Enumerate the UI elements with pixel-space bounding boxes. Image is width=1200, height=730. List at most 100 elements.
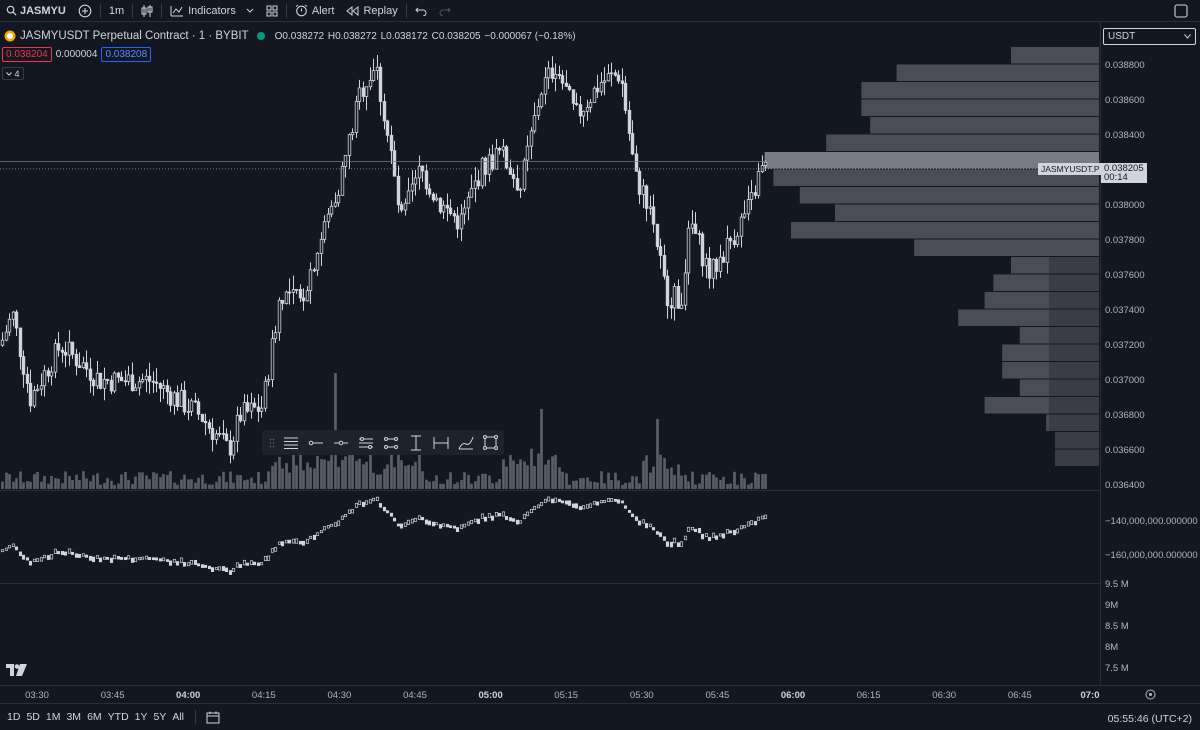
candle-body: [448, 207, 453, 214]
range-button-all[interactable]: All: [172, 711, 185, 723]
volume-bar: [341, 460, 344, 489]
range-button-1m[interactable]: 1M: [45, 711, 61, 723]
volume-bar: [246, 479, 249, 489]
clock-timezone[interactable]: 05:55:46 (UTC+2): [1107, 713, 1192, 725]
symbol-title: JASMYUSDT Perpetual Contract · 1 · BYBIT: [20, 30, 249, 42]
oscillator-bar: [116, 556, 121, 560]
price-scale[interactable]: [1100, 22, 1200, 685]
symbol-search-button[interactable]: JASMYU: [0, 0, 72, 22]
oscillator-bar: [452, 525, 457, 529]
redo-icon: [439, 6, 451, 16]
undo-button[interactable]: [409, 0, 433, 22]
candle-body: [602, 80, 607, 83]
candle-body: [158, 382, 163, 389]
candle-body: [21, 356, 26, 375]
candle-body: [126, 374, 131, 382]
range-button-5d[interactable]: 5D: [26, 711, 40, 723]
volume-bar: [509, 454, 512, 489]
date-range-tool[interactable]: [428, 430, 453, 455]
candle-body: [354, 101, 359, 133]
candle-body: [333, 202, 338, 207]
oscillator-bar: [147, 557, 152, 560]
oscillator-bar: [581, 505, 586, 510]
oscillator-bar: [620, 500, 625, 504]
volume-bar: [29, 481, 32, 489]
oscillator-bar: [228, 570, 233, 575]
candle-body: [683, 272, 688, 306]
candle-body: [277, 299, 282, 334]
calendar-icon[interactable]: [206, 711, 220, 724]
ohlc-values: O0.038272 H0.038272 L0.038172 C0.038205 …: [275, 31, 577, 42]
range-button-3m[interactable]: 3M: [66, 711, 82, 723]
oscillator-bar: [455, 527, 460, 532]
indicators-button[interactable]: Indicators: [164, 0, 260, 22]
volume-bar: [736, 484, 739, 489]
candle-body: [105, 378, 110, 381]
candle-body: [399, 204, 404, 211]
alert-button[interactable]: Alert: [289, 0, 341, 22]
volume-bar: [131, 484, 134, 489]
sell-price-button[interactable]: 0.038204: [2, 47, 52, 62]
candle-body: [595, 87, 600, 93]
volume-bar: [708, 472, 711, 489]
replay-button[interactable]: Replay: [340, 0, 403, 22]
undo-icon: [414, 6, 427, 16]
price-range-tool[interactable]: [403, 430, 428, 455]
parallel-channel-tool[interactable]: [353, 430, 378, 455]
volume-bar: [425, 479, 428, 489]
oscillator-bar: [354, 502, 359, 508]
interval-button[interactable]: 1m: [108, 4, 125, 17]
volume-bar: [649, 472, 652, 489]
oscillator-bar: [123, 557, 128, 561]
volume-bar: [337, 466, 340, 489]
volume-tick: 7.5 M: [1105, 663, 1129, 674]
volume-profile-row-part: [1049, 379, 1099, 396]
compare-button[interactable]: [72, 0, 98, 22]
volume-bar: [117, 483, 120, 489]
horizontal-ray-tool[interactable]: [303, 430, 328, 455]
range-button-1y[interactable]: 1Y: [134, 711, 148, 723]
time-axis[interactable]: 03:30 03:45 04:00 04:15 04:30 04:45 05:00 05:15…: [0, 685, 1200, 703]
oscillator-bar: [651, 527, 656, 531]
range-button-ytd[interactable]: YTD: [107, 711, 129, 723]
oscillator-bar: [81, 553, 86, 557]
oscillator-bar: [193, 559, 198, 565]
oscillator-bar: [413, 517, 418, 522]
low-value: L0.038172: [380, 30, 428, 42]
volume-bar: [411, 465, 414, 489]
settings-circle-icon[interactable]: [1145, 689, 1156, 700]
range-button-6m[interactable]: 6M: [87, 711, 102, 723]
candle-body: [189, 400, 194, 412]
volume-bar: [593, 482, 596, 489]
candle-body: [116, 372, 121, 378]
chart-type-button[interactable]: [135, 0, 159, 22]
indicators-collapse-button[interactable]: 4: [2, 67, 24, 80]
chart-canvas[interactable]: [0, 22, 1100, 685]
volume-bar: [397, 446, 400, 489]
volume-bar: [299, 450, 302, 489]
fullscreen-button[interactable]: [1168, 0, 1200, 22]
disjoint-channel-tool[interactable]: [378, 430, 403, 455]
brush-tool[interactable]: [453, 430, 478, 455]
tradingview-logo[interactable]: [6, 664, 28, 679]
candle-body: [273, 332, 278, 340]
redo-button[interactable]: [433, 0, 457, 22]
volume-bar: [47, 483, 50, 489]
volume-bar: [348, 447, 351, 489]
oscillator-bar: [18, 551, 23, 557]
range-button-5y[interactable]: 5Y: [153, 711, 167, 723]
candle-body: [196, 401, 201, 415]
horizontal-line-tool[interactable]: [328, 430, 353, 455]
horizontal-lines-tool[interactable]: [278, 430, 303, 455]
volume-bar: [631, 476, 634, 489]
candle-body: [389, 134, 394, 152]
oscillator-bar: [7, 545, 12, 549]
layout-button[interactable]: [260, 0, 284, 22]
drag-handle[interactable]: [266, 430, 278, 455]
oscillator-bar: [70, 551, 75, 555]
rectangle-tool[interactable]: [478, 430, 503, 455]
buy-price-button[interactable]: 0.038208: [101, 47, 152, 62]
currency-select[interactable]: USDT: [1103, 28, 1196, 45]
range-button-1d[interactable]: 1D: [7, 711, 21, 723]
volume-bar: [344, 456, 347, 489]
